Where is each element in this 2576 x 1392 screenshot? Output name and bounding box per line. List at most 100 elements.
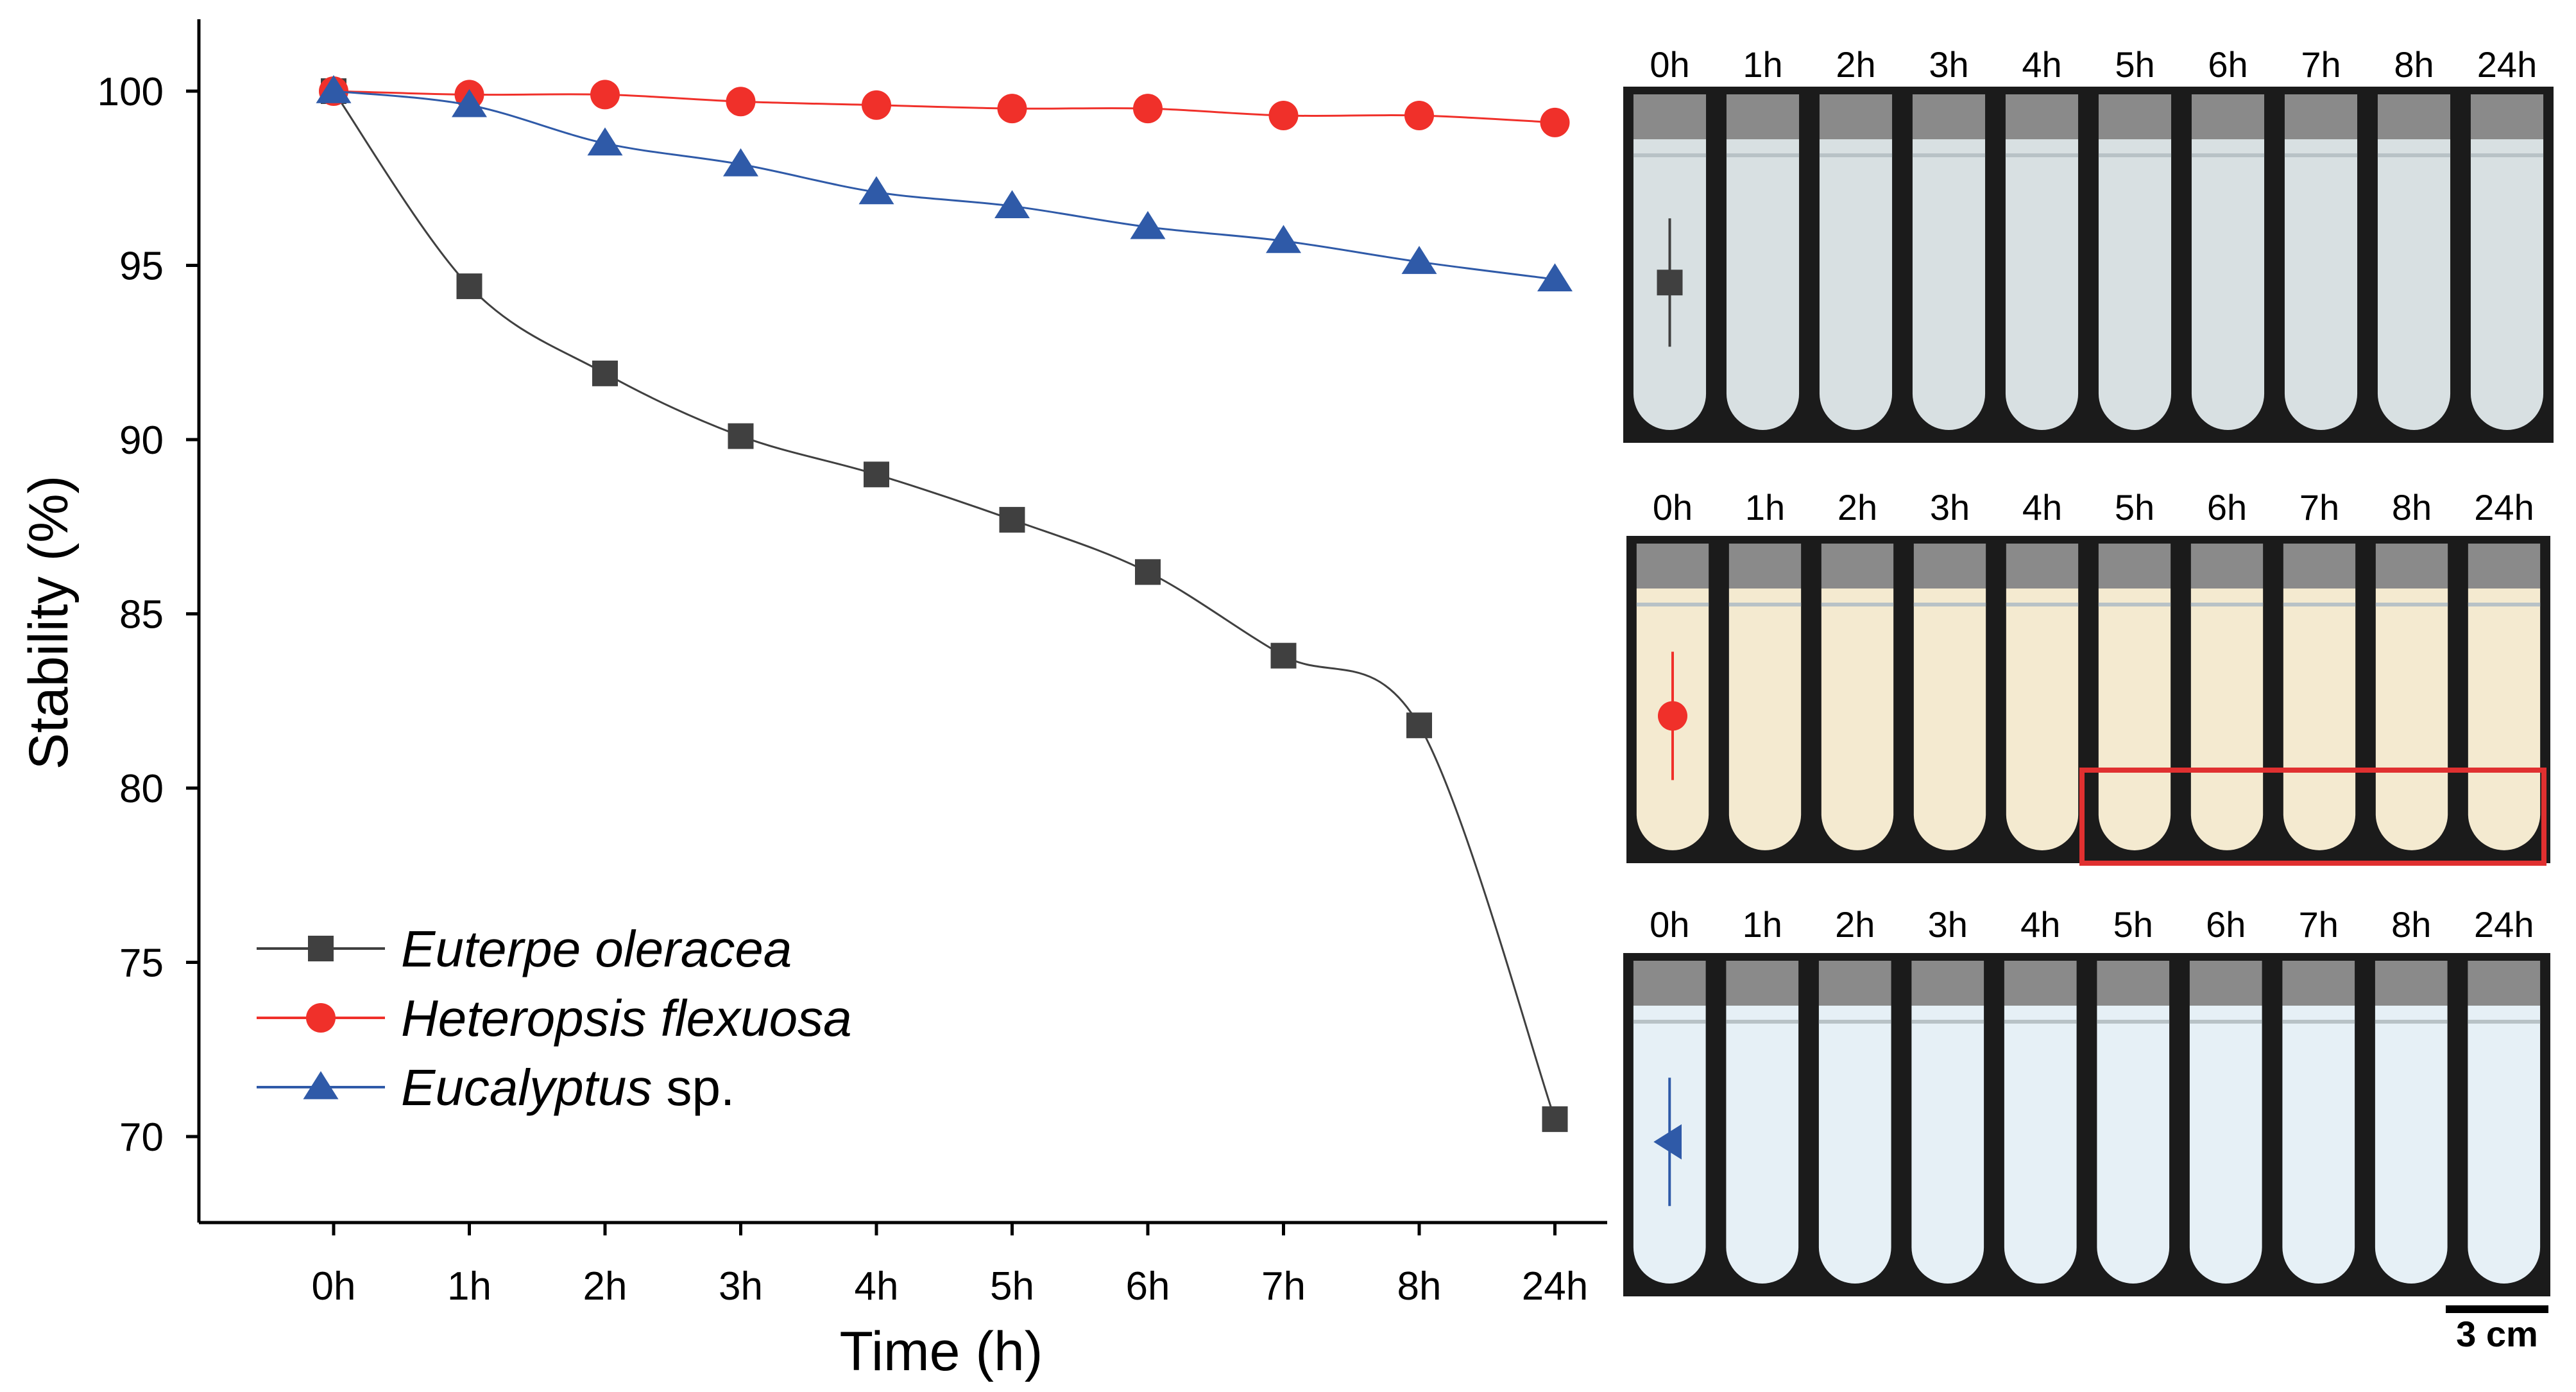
test-tube (2377, 94, 2451, 431)
tube-time-label: 7h (2301, 44, 2341, 85)
tube-cap (1821, 544, 1894, 589)
tube-time-label: 24h (2474, 487, 2534, 528)
series-line (333, 90, 1555, 124)
tube-time-label: 4h (2022, 44, 2061, 85)
tube-cap (2004, 961, 2077, 1006)
tube-body (1821, 589, 1894, 850)
tube-time-label: 2h (1835, 904, 1875, 945)
scale-bar: 3 cm (2446, 1305, 2548, 1354)
series-eucalyptus-sp- (316, 75, 1573, 291)
test-tube (1819, 94, 1893, 431)
x-tick-label: 3h (719, 1264, 763, 1309)
y-axis-title: Stability (%) (18, 476, 80, 770)
test-tube (2004, 961, 2077, 1284)
tube-cap (2191, 94, 2265, 139)
data-point (456, 273, 482, 300)
tube-cap (2189, 961, 2262, 1006)
photo-panel-3: 0h 1h 2h 3h 4h 5h 6h 7h 8h 24h (1623, 904, 2550, 1296)
tube-body (1818, 1006, 1891, 1284)
legend-marker (306, 1003, 336, 1033)
tube-cap (2098, 94, 2172, 139)
tube-cap (1726, 961, 1799, 1006)
tube-cap (2377, 94, 2451, 139)
tube-cap (1911, 961, 1984, 1006)
line-chart: 70 75 80 85 90 95 100 0h 1h 2h 3h 4h 5h 6h 7h 8h 24h St… (18, 19, 1607, 1382)
tube-time-label: 1h (1743, 904, 1782, 945)
y-tick-label: 95 (119, 245, 164, 289)
x-tick-label: 24h (1522, 1264, 1588, 1309)
tube-body (1728, 589, 1802, 850)
tube-time-label: 6h (2208, 44, 2248, 85)
data-point (1540, 107, 1570, 137)
highlight-box (2079, 768, 2546, 866)
tube-time-label: 2h (1836, 44, 1875, 85)
tube-time-label: 8h (2391, 904, 2431, 945)
tube-time-label: 5h (2115, 487, 2154, 528)
test-tube (2375, 544, 2448, 850)
tube-body (1726, 1006, 1799, 1284)
tube-body (2375, 1006, 2448, 1284)
tube-time-label: 5h (2113, 904, 2153, 945)
data-point (1542, 1106, 1568, 1132)
data-point (1135, 559, 1161, 585)
y-tick-label: 100 (98, 70, 164, 114)
tube-body (2006, 589, 2079, 850)
data-point (723, 148, 758, 176)
tube-cap (2284, 94, 2358, 139)
test-tube (2284, 94, 2358, 431)
data-point (864, 461, 889, 488)
series-lines (316, 75, 1573, 1132)
data-point (1537, 263, 1573, 291)
y-tick-label: 85 (119, 593, 164, 637)
tube-time-label: 8h (2394, 44, 2434, 85)
tube-time-label: 24h (2477, 44, 2537, 85)
tube-body (2098, 589, 2171, 850)
tube-body (2004, 1006, 2077, 1284)
test-tube (1912, 94, 1986, 431)
tube-body (2375, 589, 2448, 850)
y-tick-label: 75 (119, 941, 164, 986)
test-tube (1728, 544, 1802, 850)
data-point (862, 90, 891, 120)
tube-body (2282, 1006, 2355, 1284)
x-tick-label: 1h (447, 1264, 491, 1309)
photo-series-marker (1658, 701, 1687, 731)
tube-cap (1728, 544, 1802, 589)
y-axis-ticks: 70 75 80 85 90 95 100 (98, 70, 199, 1160)
photo-panel-2: 0h 1h 2h 3h 4h 5h 6h 7h 8h 24h (1626, 487, 2550, 866)
tube-cap (2190, 544, 2264, 589)
x-tick-label: 2h (583, 1264, 627, 1309)
tube-body (2377, 139, 2451, 431)
x-tick-label: 7h (1261, 1264, 1306, 1309)
tube-body (1913, 589, 1986, 850)
legend-marker (308, 936, 334, 961)
data-point (1133, 94, 1163, 124)
tube-time-label: 0h (1650, 44, 1689, 85)
data-point (994, 190, 1030, 218)
test-tube (2375, 961, 2448, 1284)
tube-cap (2468, 544, 2541, 589)
tube-cap (2283, 544, 2356, 589)
tube-time-label: 5h (2115, 44, 2154, 85)
tube-body (2283, 589, 2356, 850)
legend-marker (303, 1071, 339, 1099)
tube-time-label: 3h (1930, 487, 1970, 528)
tube-time-label: 6h (2207, 487, 2247, 528)
tube-time-label: 3h (1928, 904, 1968, 945)
tube-body (2468, 589, 2541, 850)
test-tube (2190, 544, 2264, 850)
data-point (316, 75, 352, 103)
y-tick-label: 80 (119, 767, 164, 811)
x-tick-label: 6h (1126, 1264, 1170, 1309)
legend-label: Eucalyptus sp. (401, 1059, 735, 1116)
test-tube (2006, 544, 2079, 850)
test-tube-photos: 0h 1h 2h 3h 4h 5h 6h 7h 8h 24h 0h 1h 2h 3h 4h 5h 6h 7h 8h 2… (1623, 44, 2554, 1296)
data-point (1268, 101, 1299, 131)
tube-cap (1912, 94, 1986, 139)
data-point (1266, 225, 1301, 253)
tube-time-label: 8h (2392, 487, 2432, 528)
tube-body (1912, 139, 1986, 431)
x-tick-label: 0h (312, 1264, 356, 1309)
tube-body (2005, 139, 2079, 431)
tube-cap (2005, 94, 2079, 139)
